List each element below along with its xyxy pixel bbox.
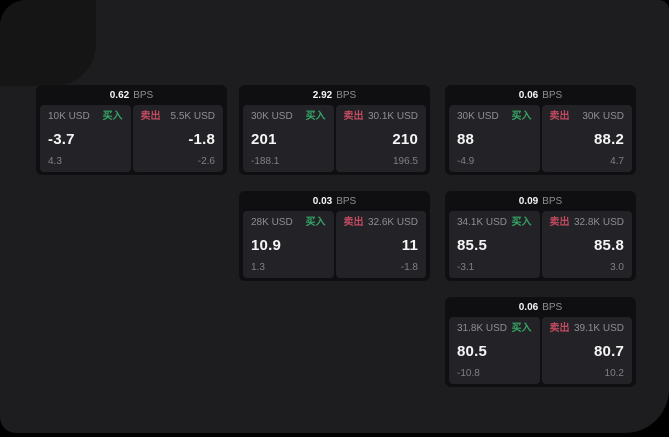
spread-header: 0.06 BPS (445, 85, 636, 105)
quote-cells: 10K USD 买入 -3.7 4.3 卖出 5.5K USD -1.8 -2.… (36, 105, 227, 175)
quote-card: 0.06 BPS 30K USD 买入 88 -4.9 卖出 30K USD 8… (445, 85, 636, 175)
spread-bps-value: 2.92 (312, 89, 333, 101)
sell-price: -1.8 (188, 130, 215, 148)
bps-unit-label: BPS (336, 89, 357, 101)
quote-card: 0.62 BPS 10K USD 买入 -3.7 4.3 卖出 5.5K USD… (36, 85, 227, 175)
sell-cell[interactable]: 卖出 32.8K USD 85.8 3.0 (541, 211, 632, 278)
sell-delta: -2.6 (197, 156, 215, 167)
buy-cell[interactable]: 30K USD 买入 88 -4.9 (449, 105, 540, 172)
spread-header: 0.06 BPS (445, 297, 636, 317)
quote-cells: 28K USD 买入 10.9 1.3 卖出 32.6K USD 11 -1.8 (239, 211, 430, 281)
sell-cell[interactable]: 卖出 32.6K USD 11 -1.8 (335, 211, 426, 278)
spread-header: 0.62 BPS (36, 85, 227, 105)
buy-button[interactable]: 买入 (511, 111, 532, 122)
buy-button[interactable]: 买入 (511, 217, 532, 228)
corner-overlay (0, 0, 96, 86)
buy-size-label: 30K USD (457, 111, 499, 122)
buy-button[interactable]: 买入 (305, 111, 326, 122)
sell-delta: 10.2 (604, 368, 624, 379)
buy-button[interactable]: 买入 (511, 323, 532, 334)
quote-cells: 30K USD 买入 88 -4.9 卖出 30K USD 88.2 4.7 (445, 105, 636, 175)
sell-cell[interactable]: 卖出 30K USD 88.2 4.7 (541, 105, 632, 172)
spread-header: 2.92 BPS (239, 85, 430, 105)
buy-size-label: 31.8K USD (457, 323, 508, 334)
bps-unit-label: BPS (542, 301, 563, 313)
spread-bps-value: 0.62 (109, 89, 130, 101)
spread-header: 0.03 BPS (239, 191, 430, 211)
buy-price: 80.5 (457, 342, 487, 360)
bps-unit-label: BPS (336, 195, 357, 207)
sell-button[interactable]: 卖出 (549, 111, 570, 122)
buy-size-label: 10K USD (48, 111, 90, 122)
buy-size-label: 30K USD (251, 111, 293, 122)
sell-button[interactable]: 卖出 (343, 111, 364, 122)
buy-cell[interactable]: 34.1K USD 买入 85.5 -3.1 (449, 211, 540, 278)
buy-price: -3.7 (48, 130, 75, 148)
sell-price: 85.8 (594, 236, 624, 254)
sell-size-label: 30K USD (582, 111, 624, 122)
buy-price: 10.9 (251, 236, 281, 254)
bps-unit-label: BPS (542, 89, 563, 101)
sell-button[interactable]: 卖出 (549, 323, 570, 334)
sell-delta: -1.8 (400, 262, 418, 273)
buy-delta: -10.8 (457, 368, 480, 379)
buy-button[interactable]: 买入 (305, 217, 326, 228)
quote-card: 0.03 BPS 28K USD 买入 10.9 1.3 卖出 32.6K US… (239, 191, 430, 281)
sell-cell[interactable]: 卖出 5.5K USD -1.8 -2.6 (132, 105, 223, 172)
sell-button[interactable]: 卖出 (343, 217, 364, 228)
quote-card: 0.06 BPS 31.8K USD 买入 80.5 -10.8 卖出 39.1… (445, 297, 636, 387)
quote-cells: 31.8K USD 买入 80.5 -10.8 卖出 39.1K USD 80.… (445, 317, 636, 387)
sell-cell[interactable]: 卖出 30.1K USD 210 196.5 (335, 105, 426, 172)
sell-size-label: 32.6K USD (367, 217, 418, 228)
buy-delta: 4.3 (48, 156, 62, 167)
quote-cells: 34.1K USD 买入 85.5 -3.1 卖出 32.8K USD 85.8… (445, 211, 636, 281)
sell-size-label: 39.1K USD (573, 323, 624, 334)
buy-cell[interactable]: 31.8K USD 买入 80.5 -10.8 (449, 317, 540, 384)
sell-cell[interactable]: 卖出 39.1K USD 80.7 10.2 (541, 317, 632, 384)
buy-delta: 1.3 (251, 262, 265, 273)
buy-price: 88 (457, 130, 475, 148)
buy-cell[interactable]: 28K USD 买入 10.9 1.3 (243, 211, 334, 278)
sell-size-label: 5.5K USD (170, 111, 215, 122)
buy-button[interactable]: 买入 (102, 111, 123, 122)
sell-price: 80.7 (594, 342, 624, 360)
buy-cell[interactable]: 10K USD 买入 -3.7 4.3 (40, 105, 131, 172)
sell-button[interactable]: 卖出 (549, 217, 570, 228)
buy-price: 201 (251, 130, 277, 148)
buy-cell[interactable]: 30K USD 买入 201 -188.1 (243, 105, 334, 172)
bps-unit-label: BPS (133, 89, 154, 101)
quote-cells: 30K USD 买入 201 -188.1 卖出 30.1K USD 210 1… (239, 105, 430, 175)
sell-size-label: 32.8K USD (573, 217, 624, 228)
spread-bps-value: 0.03 (312, 195, 333, 207)
spread-header: 0.09 BPS (445, 191, 636, 211)
sell-delta: 196.5 (392, 156, 418, 167)
buy-delta: -3.1 (457, 262, 475, 273)
sell-price: 88.2 (594, 130, 624, 148)
quote-card: 0.09 BPS 34.1K USD 买入 85.5 -3.1 卖出 32.8K… (445, 191, 636, 281)
buy-delta: -188.1 (251, 156, 280, 167)
buy-size-label: 28K USD (251, 217, 293, 228)
spread-bps-value: 0.06 (518, 89, 539, 101)
sell-size-label: 30.1K USD (367, 111, 418, 122)
quote-card: 2.92 BPS 30K USD 买入 201 -188.1 卖出 30.1K … (239, 85, 430, 175)
sell-button[interactable]: 卖出 (140, 111, 161, 122)
sell-price: 210 (392, 130, 418, 148)
spread-bps-value: 0.06 (518, 301, 539, 313)
sell-delta: 4.7 (610, 156, 624, 167)
spread-bps-value: 0.09 (518, 195, 539, 207)
bps-unit-label: BPS (542, 195, 563, 207)
sell-delta: 3.0 (610, 262, 624, 273)
sell-price: 11 (401, 236, 418, 254)
buy-size-label: 34.1K USD (457, 217, 508, 228)
buy-price: 85.5 (457, 236, 487, 254)
buy-delta: -4.9 (457, 156, 475, 167)
